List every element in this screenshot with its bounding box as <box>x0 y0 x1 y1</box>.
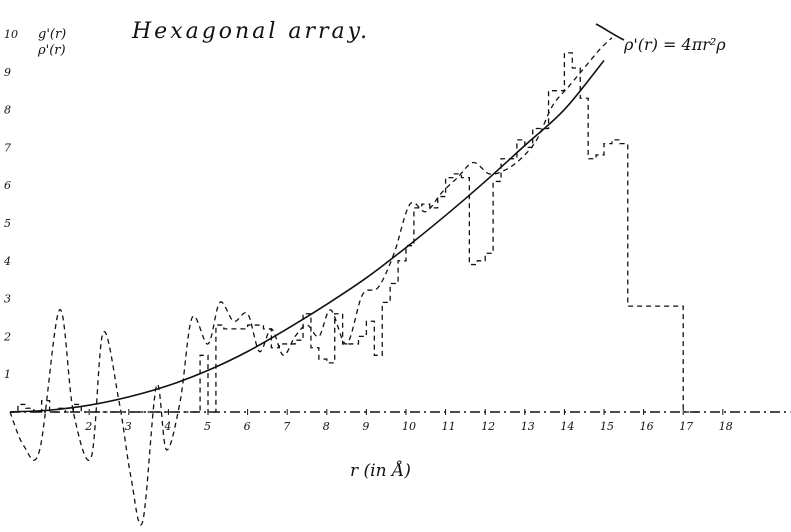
y-tick-label: 5 <box>4 217 11 230</box>
x-tick-label: 13 <box>521 420 535 433</box>
x-tick-label: 16 <box>640 420 654 433</box>
y-tick-label: 10 <box>4 28 18 41</box>
x-tick-label: 12 <box>481 420 495 433</box>
series-line-dashed-oscillating <box>9 37 613 526</box>
y-tick-label: 9 <box>4 66 11 79</box>
x-tick-label: 6 <box>244 420 251 433</box>
x-tick-label: 11 <box>442 420 456 433</box>
curve-annotation: ρ'(r) = 4πr²ρ <box>623 35 726 54</box>
x-tick-label: 5 <box>204 420 211 433</box>
y-tick-label: 2 <box>3 330 11 343</box>
x-tick-label: 18 <box>719 420 733 433</box>
x-tick-label: 3 <box>125 420 132 433</box>
x-tick-label: 9 <box>362 420 369 433</box>
chart-title: Hexagonal array. <box>131 19 370 44</box>
y-axis-label-line-2: ρ'(r) <box>37 43 66 58</box>
x-tick-label: 7 <box>283 420 290 433</box>
series-line-dashed-step <box>10 52 700 413</box>
y-tick-label: 8 <box>4 104 11 117</box>
y-axis-label-line-1: g'(r) <box>38 27 66 42</box>
x-tick-label: 17 <box>679 420 693 433</box>
x-tick-label: 10 <box>402 420 416 433</box>
x-tick-label: 2 <box>84 420 92 433</box>
y-tick-label: 4 <box>3 255 11 268</box>
y-tick-label: 3 <box>4 293 11 306</box>
series-line-solid <box>9 59 605 413</box>
y-tick-label: 7 <box>4 141 11 154</box>
x-axis-label: r (in Å) <box>350 460 411 481</box>
x-tick-label: 15 <box>600 420 614 433</box>
y-tick-label: 1 <box>4 368 11 381</box>
x-tick-label: 8 <box>323 420 330 433</box>
y-tick-label: 6 <box>4 179 11 192</box>
series-layer <box>9 37 700 526</box>
x-tick-label: 14 <box>560 420 574 433</box>
annotation-pointer <box>595 23 625 41</box>
x-tick-label: 4 <box>163 420 171 433</box>
